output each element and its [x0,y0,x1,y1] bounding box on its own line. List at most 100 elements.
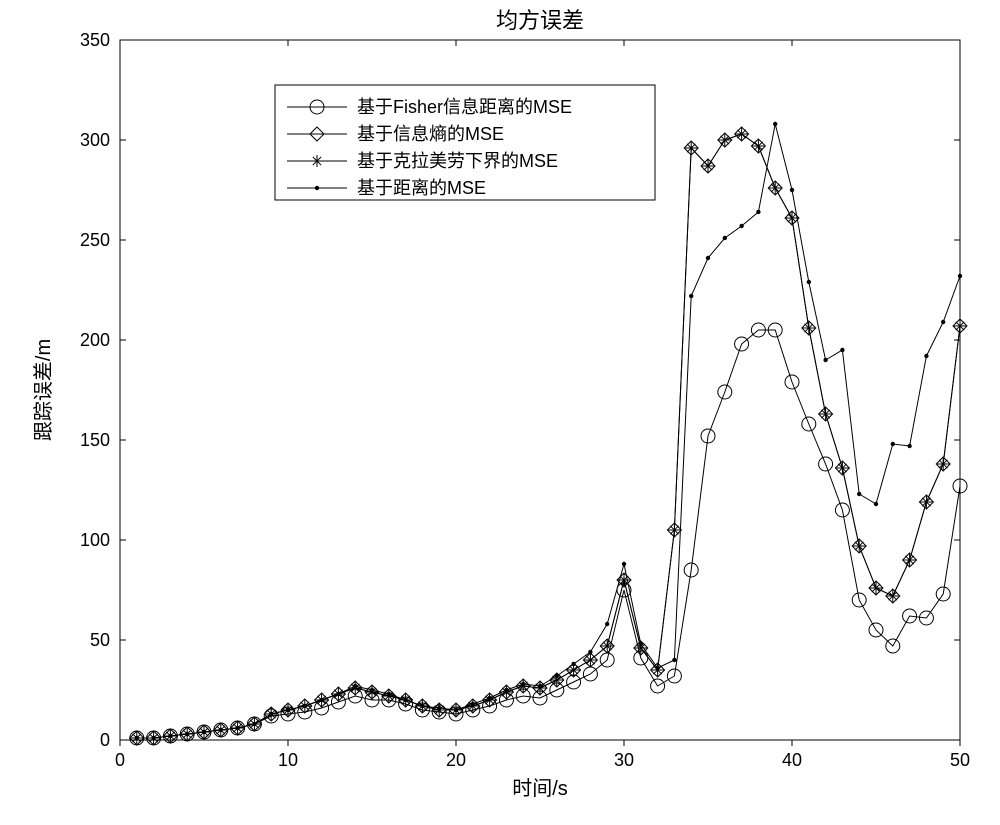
marker-dot [941,320,945,324]
x-tick-label: 0 [115,750,125,770]
marker-dot [672,658,676,662]
marker-star [954,320,966,332]
marker-dot [790,188,794,192]
marker-star [719,134,731,146]
marker-star [803,322,815,334]
x-tick-label: 50 [950,750,970,770]
marker-dot [857,492,861,496]
marker-star [685,142,697,154]
marker-dot [387,692,391,696]
marker-dot [168,734,172,738]
marker-star [820,408,832,420]
x-tick-label: 10 [278,750,298,770]
series-entropy [130,127,967,745]
marker-dot [773,122,777,126]
legend-label: 基于信息熵的MSE [357,124,504,144]
marker-star [736,128,748,140]
chart-container: 0 10 20 30 40 50 0 50 100 150 200 250 300 350 时间/s 跟踪误差… [0,0,1000,825]
marker-star [668,524,680,536]
marker-dot [840,348,844,352]
chart-svg: 0 10 20 30 40 50 0 50 100 150 200 250 300 350 时间/s 跟踪误差… [0,0,1000,825]
marker-dot [739,224,743,228]
marker-star [311,155,323,167]
series-fisher [130,323,967,745]
marker-dot [315,186,319,190]
marker-dot [370,688,374,692]
chart-title: 均方误差 [496,8,584,33]
marker-dot [487,696,491,700]
marker-star [904,554,916,566]
marker-dot [303,704,307,708]
marker-dot [639,642,643,646]
marker-dot [706,256,710,260]
marker-dot [403,698,407,702]
marker-dot [252,722,256,726]
marker-dot [219,728,223,732]
series-line-crlb [137,134,960,738]
y-tick-label: 100 [80,530,110,550]
x-axis-title: 时间/s [512,777,568,800]
marker-dot [521,682,525,686]
marker-dot [723,236,727,240]
marker-dot [958,274,962,278]
series-dist [135,122,963,740]
series-line-dist [137,124,960,738]
marker-dot [891,442,895,446]
marker-dot [454,708,458,712]
x-tick-label: 30 [614,750,634,770]
marker-dot [471,702,475,706]
legend: 基于Fisher信息距离的MSE基于信息熵的MSE基于克拉美劳下界的MSE基于距… [275,85,655,200]
marker-dot [353,684,357,688]
marker-dot [235,726,239,730]
y-tick-label: 0 [100,730,110,750]
y-tick-label: 50 [90,630,110,650]
marker-dot [555,674,559,678]
marker-dot [437,706,441,710]
marker-dot [655,666,659,670]
marker-star [870,582,882,594]
marker-dot [588,650,592,654]
y-tick-label: 150 [80,430,110,450]
marker-dot [924,354,928,358]
marker-dot [689,294,693,298]
marker-star [702,160,714,172]
marker-dot [907,444,911,448]
marker-star [601,640,613,652]
y-tick-label: 350 [80,30,110,50]
marker-dot [135,736,139,740]
y-tick-label: 200 [80,330,110,350]
marker-dot [756,210,760,214]
marker-dot [269,712,273,716]
marker-dot [538,684,542,688]
marker-dot [319,698,323,702]
marker-star [920,496,932,508]
series-line-entropy [137,134,960,738]
marker-dot [420,704,424,708]
marker-dot [185,732,189,736]
legend-label: 基于克拉美劳下界的MSE [357,151,558,171]
marker-star [853,540,865,552]
marker-star [584,654,596,666]
marker-dot [336,692,340,696]
legend-label: 基于Fisher信息距离的MSE [357,97,572,117]
marker-star [836,462,848,474]
marker-star [887,590,899,602]
y-tick-label: 300 [80,130,110,150]
marker-star [769,182,781,194]
marker-dot [202,730,206,734]
marker-dot [151,736,155,740]
marker-dot [286,708,290,712]
series-line-fisher [137,330,960,738]
marker-star [937,458,949,470]
series-crlb [131,128,966,744]
y-tick-label: 250 [80,230,110,250]
y-axis-title: 跟踪误差/m [32,339,55,441]
marker-dot [823,358,827,362]
marker-dot [605,622,609,626]
x-tick-label: 20 [446,750,466,770]
marker-dot [622,562,626,566]
marker-dot [807,280,811,284]
marker-star [752,140,764,152]
marker-dot [874,502,878,506]
x-tick-label: 40 [782,750,802,770]
